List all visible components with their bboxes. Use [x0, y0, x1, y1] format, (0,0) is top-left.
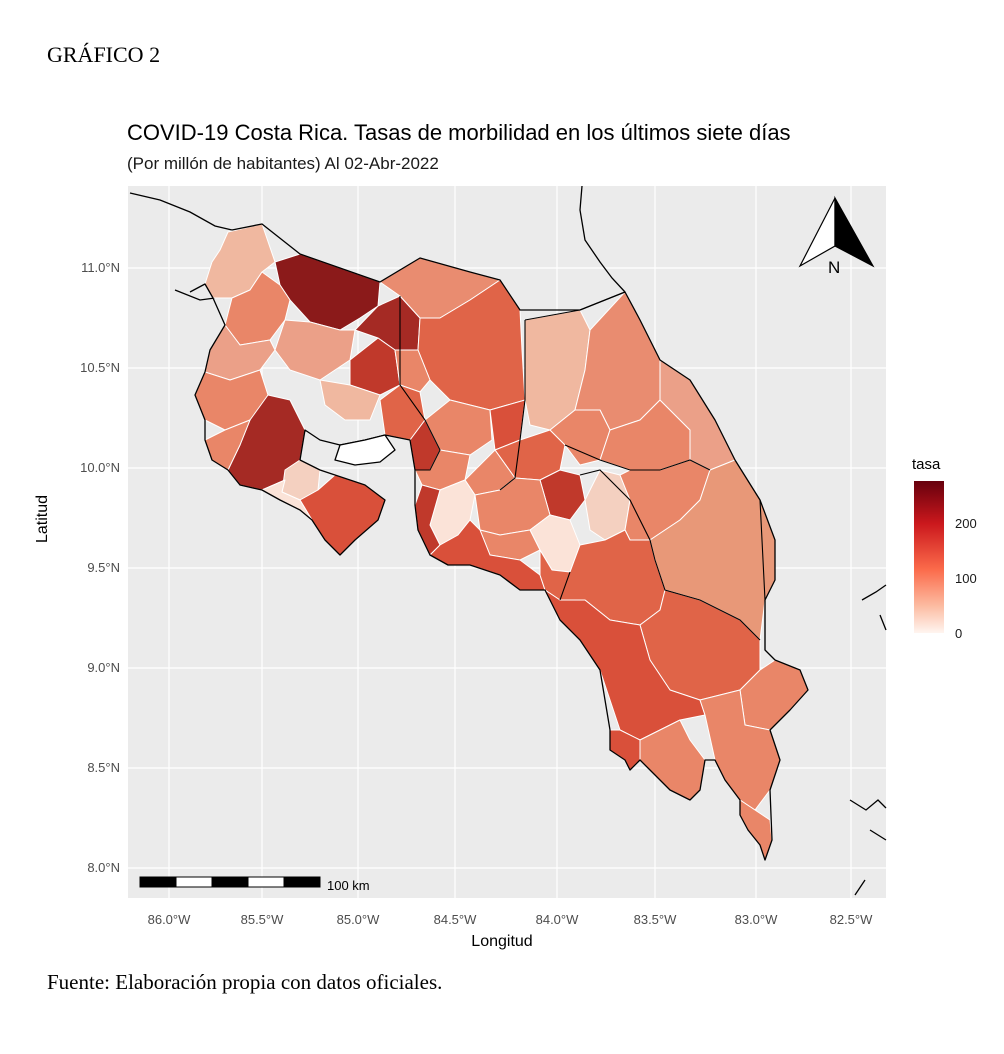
panama-peninsula	[869, 829, 887, 841]
costa-rica-outline	[189, 223, 809, 861]
chart-subtitle: (Por millón de habitantes) Al 02-Abr-202…	[127, 154, 439, 173]
y-tick-label: 10.0°N	[80, 460, 120, 475]
canton-guacimo	[549, 409, 611, 466]
x-axis-label: Longitud	[471, 933, 533, 950]
neighbor-coastlines	[129, 185, 887, 896]
y-tick-label: 11.0°N	[81, 260, 120, 275]
legend-title: tasa	[912, 456, 941, 473]
x-tick-label: 84.0°W	[535, 912, 579, 927]
panama-pacific-coast	[849, 799, 887, 811]
x-tick-label: 82.5°W	[829, 912, 873, 927]
figure-label: GRÁFICO 2	[47, 42, 161, 67]
north-arrow-label: N	[828, 258, 841, 277]
x-tick-label: 83.5°W	[633, 912, 677, 927]
north-arrow-icon	[798, 195, 875, 268]
legend-tick-label: 200	[955, 516, 977, 531]
nicaragua-caribbean-coast	[579, 185, 626, 293]
x-tick-label: 85.0°W	[336, 912, 380, 927]
legend-colorbar	[914, 481, 944, 633]
y-tick-label: 8.5°N	[87, 760, 120, 775]
y-axis-label: Latitud	[34, 494, 51, 543]
canton-bagaces	[274, 319, 356, 381]
nicaragua-pacific-coast	[129, 192, 233, 231]
y-tick-label: 8.0°N	[87, 860, 120, 875]
x-tick-label: 84.5°W	[433, 912, 477, 927]
x-tick-label: 85.5°W	[240, 912, 284, 927]
canton-abangares	[319, 379, 381, 421]
x-tick-label: 86.0°W	[147, 912, 191, 927]
canton-upala-north	[274, 253, 381, 331]
canton-golfito	[699, 689, 781, 811]
guanacaste-nw-coast	[174, 289, 216, 301]
y-tick-label: 9.0°N	[87, 660, 120, 675]
scale-bar	[139, 876, 321, 888]
canton-tilaran	[394, 349, 431, 393]
legend-tick-label: 0	[955, 626, 963, 641]
chart-title: COVID-19 Costa Rica. Tasas de morbilidad…	[127, 120, 791, 145]
panama-islands	[879, 614, 887, 631]
gulf-of-nicoya	[334, 434, 396, 466]
scale-bar-label: 100 km	[327, 878, 370, 893]
costa-rica-cantons	[194, 223, 809, 861]
panama-caribbean-coast	[861, 584, 887, 601]
panama-south	[854, 879, 866, 896]
canton-pococi	[574, 291, 661, 431]
x-tick-label: 83.0°W	[734, 912, 778, 927]
y-tick-label: 10.5°N	[80, 360, 120, 375]
legend-tick-label: 100	[955, 571, 977, 586]
y-tick-label: 9.5°N	[87, 560, 120, 575]
source-note: Fuente: Elaboración propia con datos ofi…	[47, 970, 443, 994]
